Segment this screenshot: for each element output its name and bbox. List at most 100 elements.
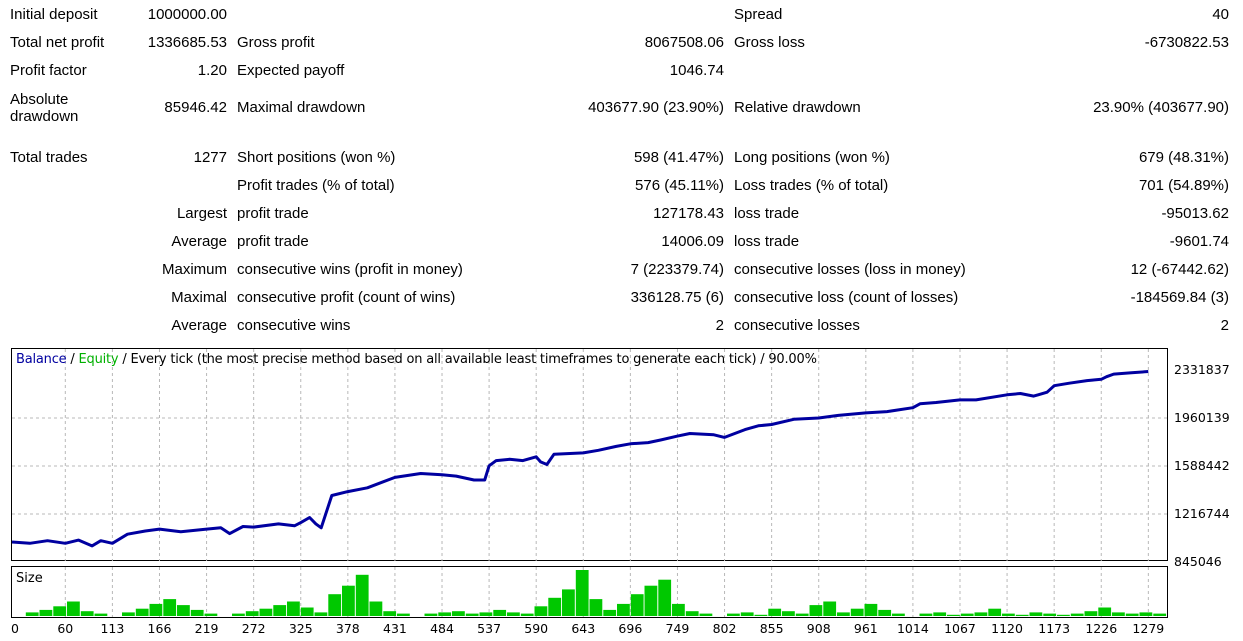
x-tick-label: 1014 <box>896 621 929 636</box>
x-tick-label: 1173 <box>1038 621 1071 636</box>
size-bar <box>1139 612 1153 616</box>
size-bar <box>122 612 135 616</box>
average2-label: Average <box>171 317 227 334</box>
balance-line <box>11 370 1149 548</box>
profit-factor-label: Profit factor <box>10 62 87 79</box>
total-trades-label: Total trades <box>10 149 88 166</box>
x-tick-label: 484 <box>430 621 454 636</box>
size-bar <box>1002 613 1015 616</box>
size-bar <box>204 613 218 616</box>
size-bar <box>892 613 905 616</box>
gross-loss-value: -6730822.53 <box>1144 34 1229 51</box>
size-bar <box>149 603 163 616</box>
x-tick-label: 113 <box>100 621 125 636</box>
y-tick-label: 1960139 <box>1174 410 1230 425</box>
maximal-consec-profit-value: 336128.75 (6) <box>630 289 724 306</box>
max-consec-losses-value: 12 (-67442.62) <box>1130 261 1229 278</box>
x-tick-label: 325 <box>288 621 313 636</box>
relative-drawdown-value: 23.90% (403677.90) <box>1093 99 1229 116</box>
size-bar <box>314 612 328 616</box>
short-positions-value: 598 (41.47%) <box>633 149 724 166</box>
initial-deposit-value: 1000000.00 <box>147 6 227 23</box>
size-bar <box>658 579 672 616</box>
size-bar <box>548 597 562 616</box>
total-trades-value: 1277 <box>193 149 227 166</box>
size-bar <box>135 608 149 616</box>
relative-drawdown-label: Relative drawdown <box>734 99 861 116</box>
size-chart-frame <box>11 566 1168 618</box>
x-tick-label: 643 <box>571 621 596 636</box>
absolute-drawdown-label: Absolute drawdown <box>10 91 79 125</box>
size-bar <box>960 613 974 616</box>
profit-factor-value: 1.20 <box>197 62 227 79</box>
legend-separator-1: / <box>66 352 79 367</box>
size-bar <box>493 609 507 616</box>
size-bar <box>850 608 864 616</box>
x-tick-label: 961 <box>853 621 878 636</box>
avg-consec-wins-label: consecutive wins <box>237 317 351 334</box>
maximum-label: Maximum <box>161 261 227 278</box>
size-bar <box>369 601 383 616</box>
gross-loss-label: Gross loss <box>734 34 805 51</box>
x-tick-label: 1279 <box>1132 621 1165 636</box>
size-bar <box>25 612 39 616</box>
x-tick-label: 908 <box>806 621 831 636</box>
size-chart-label: Size <box>16 571 43 586</box>
avg-consec-wins-value: 2 <box>715 317 724 334</box>
total-net-profit-label: Total net profit <box>10 34 105 51</box>
size-bar <box>438 612 452 616</box>
size-bar <box>53 606 67 616</box>
size-bar <box>740 612 754 616</box>
size-bar <box>245 611 259 616</box>
x-tick-label: 219 <box>194 621 219 636</box>
y-tick-label: 845046 <box>1174 554 1222 569</box>
size-bar <box>80 611 94 616</box>
size-bar <box>259 608 273 616</box>
expected-payoff-label: Expected payoff <box>237 62 345 79</box>
size-bar <box>1015 614 1029 616</box>
size-bar <box>163 599 177 616</box>
size-bar <box>837 612 850 616</box>
size-bar <box>864 603 878 616</box>
size-bar <box>1112 612 1125 616</box>
largest-loss-label: loss trade <box>734 205 800 222</box>
size-bar <box>974 612 988 616</box>
x-tick-label: 0 <box>11 621 19 636</box>
size-bar <box>589 599 603 616</box>
size-bar <box>342 585 355 616</box>
maximal-consec-profit-label: consecutive profit (count of wins) <box>237 289 456 306</box>
size-bar <box>933 612 947 616</box>
legend-description: Every tick (the most precise method base… <box>130 352 817 367</box>
x-tick-label: 537 <box>477 621 502 636</box>
size-bar <box>727 613 740 616</box>
x-tick-label: 1067 <box>944 621 976 636</box>
loss-trades-value: 701 (54.89%) <box>1138 177 1229 194</box>
gross-profit-value: 8067508.06 <box>644 34 724 51</box>
average-loss-value: -9601.74 <box>1169 233 1229 250</box>
size-bar <box>603 609 617 616</box>
y-tick-label: 1588442 <box>1174 457 1230 473</box>
size-bar <box>1070 613 1084 616</box>
size-bar <box>534 606 548 616</box>
size-bar <box>1098 607 1112 616</box>
x-tick-label: 166 <box>147 621 172 636</box>
size-bar <box>878 609 892 616</box>
largest-profit-value: 127178.43 <box>653 205 724 222</box>
x-tick-label: 431 <box>382 621 407 636</box>
size-bar <box>1043 613 1057 616</box>
size-bar <box>1084 611 1098 616</box>
largest-loss-value: -95013.62 <box>1161 205 1229 222</box>
size-bar <box>507 612 520 616</box>
profit-trades-value: 576 (45.11%) <box>635 177 724 194</box>
size-bar <box>754 614 768 616</box>
legend-separator-2: / <box>118 352 131 367</box>
size-bar <box>672 603 685 616</box>
size-bar <box>575 570 589 616</box>
size-bar <box>232 613 245 616</box>
size-bar <box>782 611 795 616</box>
short-positions-label: Short positions (won %) <box>237 149 396 166</box>
gross-profit-label: Gross profit <box>237 34 315 51</box>
legend-equity: Equity <box>78 352 119 367</box>
size-bar <box>397 613 410 616</box>
